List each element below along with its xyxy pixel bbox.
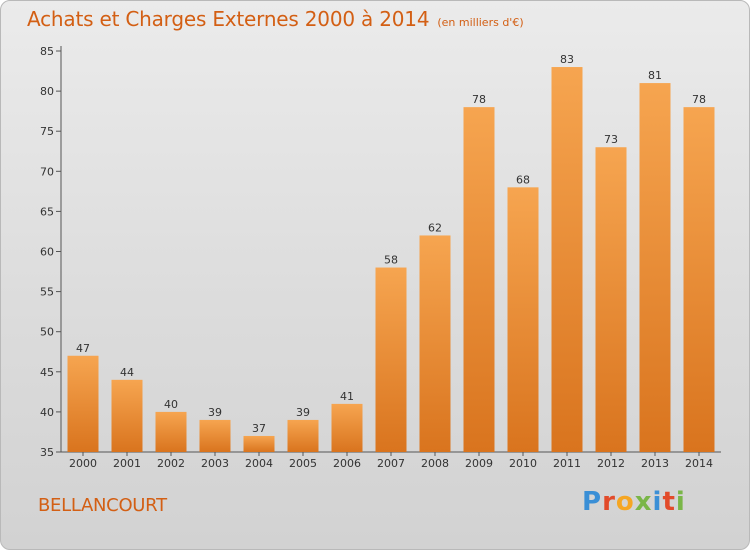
data-label-2011: 83 <box>560 53 574 66</box>
x-tick-label-2013: 2013 <box>641 457 669 470</box>
data-label-2014: 78 <box>692 93 706 106</box>
x-tick-label-2004: 2004 <box>245 457 273 470</box>
data-label-2007: 58 <box>384 254 398 267</box>
y-tick-label: 40 <box>40 406 54 419</box>
proxiti-logo[interactable]: Proxiti <box>582 487 686 517</box>
bar-2007 <box>375 267 407 452</box>
bar-2000 <box>67 355 99 452</box>
x-tick-label-2005: 2005 <box>289 457 317 470</box>
bar-2004 <box>243 435 275 452</box>
x-tick-label-2007: 2007 <box>377 457 405 470</box>
chart-labels: 47 44 40 39 37 39 41 58 62 78 68 83 73 81 78 <box>76 53 706 435</box>
bar-2005 <box>287 419 319 452</box>
y-tick-label: 55 <box>40 286 54 299</box>
bar-2010 <box>507 187 539 452</box>
data-label-2006: 41 <box>340 390 354 403</box>
logo-letter: r <box>602 487 616 517</box>
y-tick-label: 70 <box>40 165 54 178</box>
data-label-2001: 44 <box>120 366 134 379</box>
bar-2012 <box>595 147 627 453</box>
y-tick-label: 60 <box>40 246 54 259</box>
data-label-2010: 68 <box>516 173 530 186</box>
logo-letter: o <box>615 487 635 517</box>
data-label-2004: 37 <box>252 422 266 435</box>
logo-letter: P <box>582 487 603 517</box>
data-label-2008: 62 <box>428 221 442 234</box>
logo-letter: i <box>652 487 663 517</box>
bar-2008 <box>419 235 451 452</box>
y-tick-label: 50 <box>40 326 54 339</box>
bar-2013 <box>639 83 671 452</box>
bar-2006 <box>331 403 363 452</box>
chart-title: Achats et Charges Externes 2000 à 2014 (e… <box>27 7 524 31</box>
bar-2014 <box>683 107 715 452</box>
x-tick-label-2014: 2014 <box>685 457 713 470</box>
x-tick-label-2008: 2008 <box>421 457 449 470</box>
commune-name: BELLANCOURT <box>38 495 167 516</box>
logo-letter: t <box>662 487 676 517</box>
x-tick-label-2002: 2002 <box>157 457 185 470</box>
x-tick-label-2012: 2012 <box>597 457 625 470</box>
chart-title-main: Achats et Charges Externes 2000 à 2014 <box>27 7 430 31</box>
data-label-2005: 39 <box>296 406 310 419</box>
chart-title-unit: (en milliers d'€) <box>437 16 524 29</box>
logo-letter: i <box>675 487 686 517</box>
x-tick-label-2003: 2003 <box>201 457 229 470</box>
bar-2003 <box>199 419 231 452</box>
x-tick-label-2011: 2011 <box>553 457 581 470</box>
data-label-2013: 81 <box>648 69 662 82</box>
y-tick-label: 65 <box>40 205 54 218</box>
x-tick-label-2010: 2010 <box>509 457 537 470</box>
y-tick-label: 45 <box>40 366 54 379</box>
y-tick-label: 80 <box>40 85 54 98</box>
chart-bars <box>67 67 715 453</box>
chart-axes: 35 40 45 50 55 60 65 70 75 80 85 2000 2001 2002 2003 20… <box>40 45 721 470</box>
logo-letter: x <box>634 487 653 517</box>
data-label-2002: 40 <box>164 398 178 411</box>
y-tick-label: 35 <box>40 446 54 459</box>
bar-2002 <box>155 411 187 452</box>
x-tick-label-2001: 2001 <box>113 457 141 470</box>
data-label-2000: 47 <box>76 342 90 355</box>
bar-2001 <box>111 379 143 452</box>
x-tick-label-2009: 2009 <box>465 457 493 470</box>
x-tick-label-2000: 2000 <box>69 457 97 470</box>
y-tick-label: 85 <box>40 45 54 58</box>
data-label-2012: 73 <box>604 133 618 146</box>
bar-2009 <box>463 107 495 452</box>
x-tick-label-2006: 2006 <box>333 457 361 470</box>
data-label-2003: 39 <box>208 406 222 419</box>
data-label-2009: 78 <box>472 93 486 106</box>
y-tick-label: 75 <box>40 125 54 138</box>
bar-2011 <box>551 67 583 452</box>
